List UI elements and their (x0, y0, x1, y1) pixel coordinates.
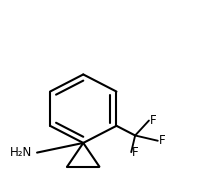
Text: F: F (150, 114, 157, 127)
Text: H₂N: H₂N (10, 146, 32, 159)
Text: F: F (132, 146, 139, 159)
Text: F: F (159, 134, 165, 147)
